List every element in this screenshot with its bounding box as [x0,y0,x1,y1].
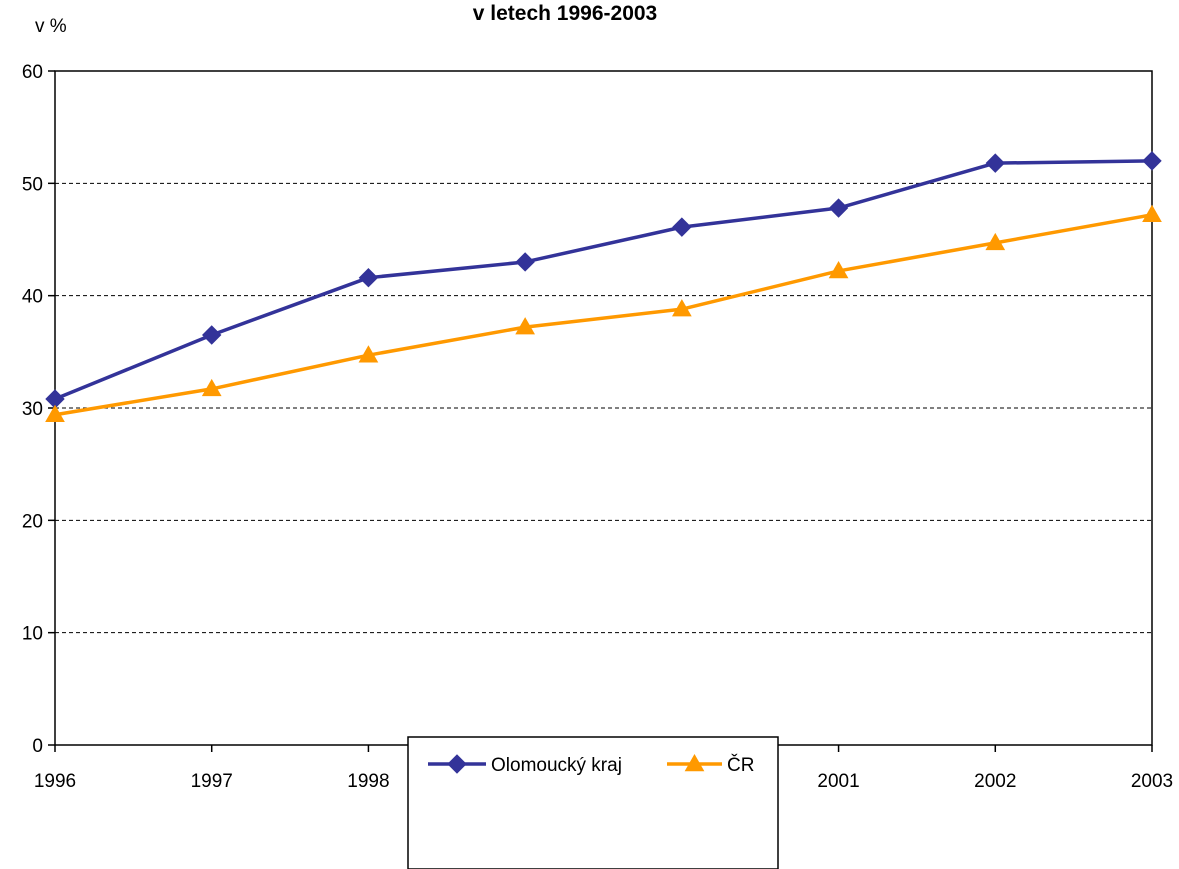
triangle-marker [1142,204,1162,223]
diamond-marker [1142,151,1162,171]
y-tick-label: 30 [22,399,43,420]
y-tick-label: 60 [22,62,43,83]
triangle-marker [201,378,222,397]
diamond-marker [672,217,692,237]
triangle-marker [671,299,692,317]
legend-entry-0: Olomoucký kraj [428,754,622,776]
triangle-marker [45,404,65,422]
legend: Olomoucký kraj ČR [407,736,779,869]
triangle-marker [515,317,536,335]
y-tick-label: 50 [22,174,43,195]
y-tick-label: 10 [22,624,43,645]
diamond-marker [202,325,222,345]
x-tick-label: 2002 [974,771,1016,792]
diamond-marker [358,267,379,288]
diamond-marker [985,153,1005,173]
series-1 [45,204,1162,422]
x-tick-label: 2003 [1131,771,1173,792]
y-tick-label: 20 [22,511,43,532]
gridlines [55,182,1152,634]
series-line [54,213,1153,417]
triangle-marker [828,260,849,279]
series-0 [45,151,1162,409]
x-tick-label: 1996 [34,771,76,792]
x-tick-label: 2001 [817,771,859,792]
triangle-marker [358,345,379,363]
x-tick-label: 1998 [347,771,389,792]
y-tick-label: 0 [32,736,43,757]
legend-entry-1: ČR [667,753,754,776]
triangle-marker [985,232,1006,251]
y-axis-label: v % [35,16,67,37]
y-tick-label: 40 [22,287,43,308]
series-line [54,159,1153,401]
legend-label: ČR [727,754,754,776]
diamond-marker [515,252,535,272]
legend-triangle-icon [684,753,705,772]
series-layer [45,151,1162,422]
x-tick-label: 1997 [191,771,233,792]
legend-box [407,736,779,869]
diamond-marker [828,198,849,218]
legend-label: Olomoucký kraj [491,755,622,776]
legend-diamond-icon [447,754,467,774]
axes: 0102030405060199619971998199920002001200… [22,62,1173,792]
chart-title: v letech 1996-2003 [473,2,657,25]
